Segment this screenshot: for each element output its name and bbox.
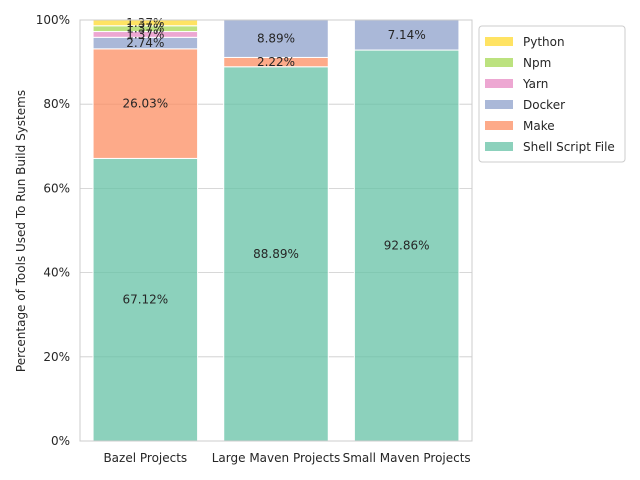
legend-swatch: [485, 58, 513, 67]
y-tick-label: 100%: [36, 13, 70, 27]
bar-segment: [353, 49, 460, 442]
x-tick-label: Large Maven Projects: [212, 451, 341, 465]
bar-segment: [92, 48, 199, 159]
legend-swatch: [485, 100, 513, 109]
legend-label: Python: [523, 35, 565, 49]
data-label: 2.22%: [257, 55, 295, 69]
legend-swatch: [485, 37, 513, 46]
legend-label: Yarn: [522, 77, 548, 91]
data-label: 1.37%: [126, 16, 164, 30]
x-tick-label: Bazel Projects: [103, 451, 187, 465]
data-label: 26.03%: [122, 97, 168, 111]
legend-label: Npm: [523, 56, 551, 70]
legend-swatch: [485, 121, 513, 130]
segment-labels: 67.12%26.03%2.74%1.37%1.37%1.37%88.89%2.…: [122, 16, 429, 307]
data-label: 1.37%: [126, 22, 164, 36]
data-label: 2.74%: [126, 36, 164, 50]
y-tick-label: 20%: [43, 350, 70, 364]
y-tick-label: 40%: [43, 266, 70, 280]
bar-segment: [223, 19, 329, 58]
legend-label: Docker: [523, 98, 565, 112]
legend-swatch: [485, 142, 513, 151]
data-label: 7.14%: [388, 28, 426, 42]
bar-segment: [353, 19, 460, 51]
y-tick-label: 80%: [43, 97, 70, 111]
axes: 0% 20% 40% 60% 80% 100% Bazel Projects Large Ma…: [36, 13, 473, 465]
data-label: 67.12%: [122, 293, 168, 307]
legend-box: [478, 25, 626, 163]
data-label: 92.86%: [384, 239, 430, 253]
plot-frame: [79, 19, 473, 442]
legend-swatch: [485, 79, 513, 88]
data-label: 8.89%: [257, 32, 295, 46]
x-tick-label: Small Maven Projects: [343, 451, 471, 465]
legend: Python Npm Yarn Docker Make Shell Script File: [478, 25, 626, 163]
y-tick-label: 0%: [51, 434, 70, 448]
bars: [92, 19, 460, 442]
legend-label: Shell Script File: [523, 140, 615, 154]
data-label: 1.37%: [126, 27, 164, 41]
y-axis-title: Percentage of Tools Used To Run Build Sy…: [14, 90, 28, 372]
bar-segment: [223, 66, 329, 442]
y-tick-label: 60%: [43, 181, 70, 195]
data-label: 88.89%: [253, 247, 299, 261]
legend-label: Make: [523, 119, 555, 133]
